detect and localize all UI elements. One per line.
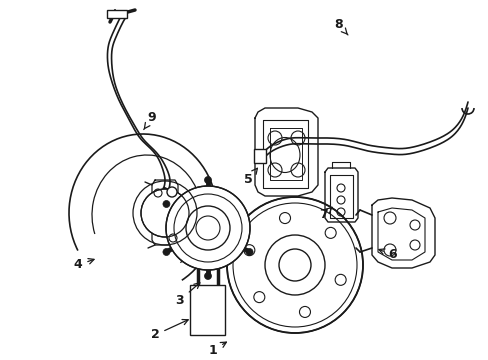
Text: 4: 4 (74, 258, 94, 271)
Text: 8: 8 (334, 18, 347, 35)
Bar (107, 10, 127, 18)
Text: 9: 9 (143, 112, 156, 130)
Circle shape (141, 189, 189, 237)
Text: 5: 5 (243, 168, 257, 186)
Circle shape (167, 187, 177, 197)
Circle shape (204, 176, 211, 184)
Text: 2: 2 (150, 320, 188, 342)
Text: 3: 3 (175, 283, 200, 306)
Bar (253, 149, 265, 163)
Circle shape (226, 197, 362, 333)
Text: 7: 7 (318, 207, 332, 221)
Circle shape (163, 248, 170, 256)
Circle shape (163, 201, 170, 207)
Bar (190, 285, 224, 335)
Circle shape (165, 186, 249, 270)
Text: 6: 6 (378, 248, 397, 261)
Circle shape (204, 273, 211, 279)
Text: 1: 1 (208, 342, 226, 356)
Circle shape (245, 248, 253, 256)
